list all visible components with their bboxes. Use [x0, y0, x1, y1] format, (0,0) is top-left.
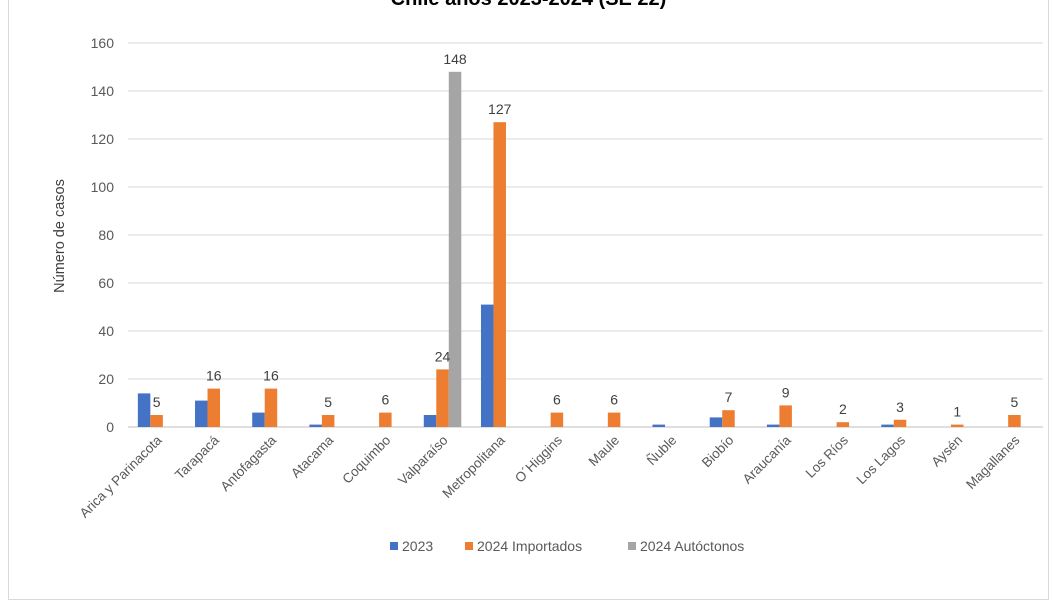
bar-2024-importados — [550, 412, 564, 427]
data-label: 16 — [206, 368, 222, 384]
y-tick-label: 100 — [91, 179, 115, 195]
x-tick-label: Los Ríos — [803, 432, 851, 480]
bar-2024-importados — [722, 410, 735, 427]
data-label: 148 — [443, 51, 467, 67]
x-tick-label: Maule — [586, 433, 623, 470]
x-tick-label: Antofagasta — [218, 432, 280, 494]
data-label: 6 — [610, 392, 618, 408]
y-tick-label: 160 — [91, 35, 115, 51]
bar-2023 — [881, 424, 894, 427]
y-axis-ticks: 0 20 40 60 80 100 120 140 160 — [91, 35, 115, 435]
y-axis-label: Número de casos — [52, 179, 68, 293]
data-label: 7 — [725, 389, 733, 405]
data-label: 5 — [153, 394, 161, 410]
x-tick-label: Araucanía — [740, 432, 794, 486]
bar-2023 — [652, 424, 666, 427]
bar-2024-importados — [893, 419, 907, 427]
bar-2023 — [480, 304, 494, 427]
data-label: 3 — [896, 399, 904, 415]
x-tick-label: Los Lagos — [853, 432, 908, 487]
bar-2024-importados — [950, 424, 964, 427]
legend-label: 2024 Autóctonos — [640, 538, 744, 554]
y-tick-label: 20 — [98, 371, 114, 387]
bar-2024-importados — [436, 369, 449, 427]
y-tick-label: 120 — [91, 131, 115, 147]
bar-2024-aut-ctonos — [448, 71, 462, 428]
x-tick-label: Biobío — [699, 433, 737, 471]
x-tick-label: Ñuble — [644, 433, 680, 469]
data-label: 9 — [782, 384, 790, 400]
data-label: 6 — [381, 392, 389, 408]
x-tick-label: Tarapacá — [172, 432, 222, 482]
chart-frame — [8, 0, 1049, 600]
y-tick-label: 40 — [98, 323, 114, 339]
data-label: 16 — [263, 368, 279, 384]
bar-2023 — [252, 412, 265, 427]
bar-2024-importados — [779, 405, 792, 427]
bar-2023 — [709, 417, 723, 427]
bar-2023 — [766, 424, 780, 427]
bar-2023 — [195, 400, 208, 427]
bars — [137, 71, 1021, 428]
bar-2024-importados — [836, 422, 850, 427]
bar-2024-importados — [379, 412, 392, 427]
bar-2024-importados — [493, 122, 506, 427]
bar-2023 — [137, 393, 151, 427]
data-label: 5 — [1011, 394, 1019, 410]
bar-2023 — [423, 415, 437, 427]
data-label: 24 — [435, 348, 451, 364]
x-tick-label: Aysén — [928, 433, 965, 470]
data-label: 2 — [839, 401, 847, 417]
data-label: 1 — [953, 404, 961, 420]
x-tick-label: O´Higgins — [512, 432, 565, 485]
y-tick-label: 140 — [91, 83, 115, 99]
bar-2024-importados — [207, 388, 221, 427]
y-tick-label: 60 — [98, 275, 114, 291]
data-label: 5 — [324, 394, 332, 410]
legend-swatch — [465, 542, 473, 550]
legend-swatch — [390, 542, 398, 550]
y-tick-label: 80 — [98, 227, 114, 243]
bar-2024-importados — [321, 415, 335, 427]
x-tick-label: Coquimbo — [339, 433, 393, 487]
legend: 2023 2024 Importados 2024 Autóctonos — [390, 538, 744, 554]
bar-2024-importados — [607, 412, 621, 427]
x-tick-label: Atacama — [288, 432, 337, 481]
x-tick-label: Arica y Parinacota — [77, 432, 165, 520]
legend-swatch — [628, 542, 636, 550]
legend-label: 2024 Importados — [477, 538, 582, 554]
legend-label: 2023 — [402, 538, 433, 554]
bar-2024-importados — [150, 415, 163, 427]
bar-2024-importados — [264, 388, 278, 427]
chart-title: Chile años 2023-2024 (SE 22) — [0, 0, 1057, 11]
bar-2024-importados — [1008, 415, 1021, 427]
data-label: 127 — [488, 101, 512, 117]
x-tick-label: Valparaíso — [395, 433, 451, 489]
data-label: 6 — [553, 392, 561, 408]
data-labels: 5 16 16 5 6 24 127 6 6 7 9 2 3 1 5 148 — [153, 51, 1019, 420]
bar-2023 — [309, 424, 322, 427]
x-tick-label: Magallanes — [963, 432, 1023, 492]
y-tick-label: 0 — [106, 419, 114, 435]
